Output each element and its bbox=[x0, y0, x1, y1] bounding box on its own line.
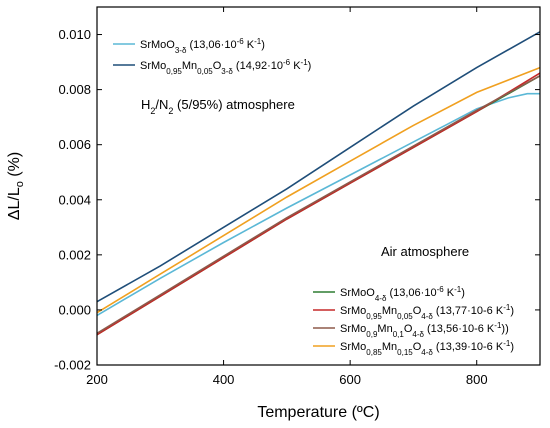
legend-label-2: SrMoO4-δ (13,06·10-6 K-1) bbox=[340, 285, 465, 303]
y-tick-label: 0.006 bbox=[58, 137, 91, 152]
series-layer bbox=[96, 31, 541, 336]
x-tick-label: 200 bbox=[86, 372, 108, 387]
legend-label-3: SrMo0,95Mn0,05O4-δ (13,77·10-6 K-1) bbox=[340, 303, 514, 321]
legend-label-1: SrMo0,95Mn0,05O3-δ (14,92·10-6 K-1) bbox=[140, 58, 311, 76]
legend-label-0: SrMoO3-δ (13,06·10-6 K-1) bbox=[140, 37, 265, 55]
series-line-3 bbox=[96, 72, 541, 336]
tick-layer: 200 400 600 800 -0.002 0.000 0.002 0.004 0.006 0.… bbox=[54, 7, 540, 387]
legend-layer: SrMoO3-δ (13,06·10-6 K-1) SrMo0,95Mn0,05O… bbox=[113, 37, 514, 357]
series-line-4 bbox=[96, 75, 541, 334]
y-tick-label: -0.002 bbox=[54, 358, 91, 373]
x-axis-title: Temperature (ºC) bbox=[257, 404, 379, 421]
y-axis-title-main: ΔL/L bbox=[6, 187, 23, 220]
y-axis-title-unit: (%) bbox=[6, 152, 23, 181]
y-tick-label: 0.004 bbox=[58, 192, 91, 207]
y-axis-title-sub: o bbox=[14, 181, 26, 187]
series-line-0 bbox=[96, 92, 540, 317]
y-tick-label: 0.010 bbox=[58, 27, 91, 42]
annotation-h2-atmosphere: H2/N2 (5/95%) atmosphere bbox=[141, 97, 295, 116]
series-line-5 bbox=[96, 66, 541, 314]
series-line-1 bbox=[96, 31, 541, 303]
y-tick-label: 0.008 bbox=[58, 82, 91, 97]
legend-label-4: SrMo0,9Mn0,1O4-δ (13,56·10-6 K-1)) bbox=[340, 321, 509, 339]
y-tick-label: 0.000 bbox=[58, 302, 91, 317]
legend-label-5: SrMo0,85Mn0,15O4-δ (13,39·10-6 K-1) bbox=[340, 339, 514, 357]
x-tick-label: 600 bbox=[339, 372, 361, 387]
y-tick-label: 0.002 bbox=[58, 247, 91, 262]
y-axis-title: ΔL/Lo (%) bbox=[6, 152, 26, 220]
x-tick-label: 800 bbox=[466, 372, 488, 387]
annotation-air-atmosphere: Air atmosphere bbox=[381, 244, 469, 259]
plot-frame bbox=[96, 6, 541, 366]
annotation-layer: H2/N2 (5/95%) atmosphere Air atmosphere bbox=[141, 97, 469, 259]
x-tick-label: 400 bbox=[213, 372, 235, 387]
